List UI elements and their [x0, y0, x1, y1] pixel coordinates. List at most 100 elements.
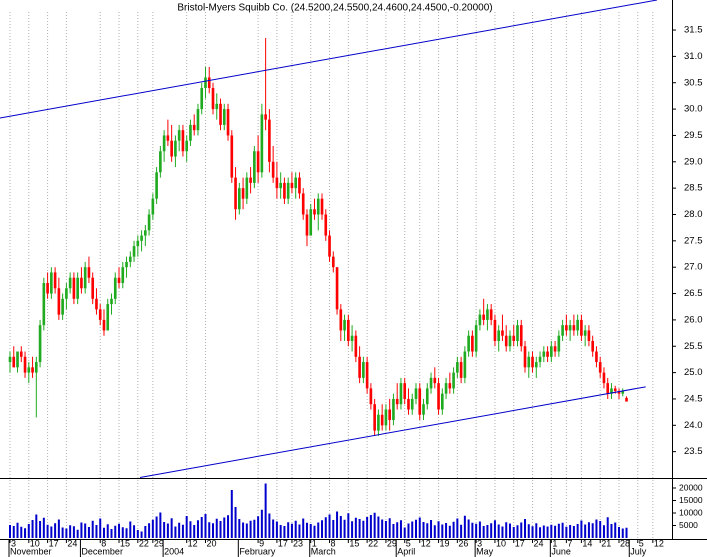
volume-bar: [242, 522, 245, 538]
volume-bar: [475, 523, 478, 538]
volume-bar: [332, 520, 335, 538]
candle-body: [65, 288, 68, 299]
volume-bar: [411, 521, 414, 538]
candle-body: [230, 135, 234, 178]
volume-bar: [178, 522, 181, 538]
volume-bar: [279, 525, 282, 538]
volume-bar: [268, 513, 271, 538]
volume-bar: [328, 514, 331, 538]
volume-bar: [448, 525, 451, 538]
candle-body: [516, 325, 519, 341]
candle-body: [256, 151, 260, 173]
candle-body: [106, 304, 110, 331]
candle-body: [576, 319, 579, 331]
candle-body: [234, 177, 237, 210]
volume-bar: [69, 525, 72, 538]
candle-body: [136, 240, 140, 247]
candle-body: [610, 388, 613, 394]
y-tick-label: 28.0: [684, 209, 703, 220]
x-tick-label: 29: [154, 538, 164, 548]
volume-bar: [35, 514, 38, 538]
candle-body: [602, 372, 606, 384]
volume-bar: [396, 522, 399, 538]
volume-bar: [467, 519, 470, 538]
volume-bar: [501, 526, 504, 538]
candle-body: [125, 261, 128, 268]
candle-body: [121, 267, 125, 284]
volume-tick-label: 10000: [679, 507, 703, 517]
candle-body: [486, 309, 489, 320]
volume-bar: [46, 524, 49, 538]
candle-body: [117, 277, 121, 284]
candle-body: [512, 335, 516, 341]
candle-body: [369, 388, 373, 405]
candle-body: [546, 351, 549, 357]
candle-body: [422, 404, 425, 415]
x-tick-label: 24: [67, 538, 77, 548]
month-label: June: [551, 546, 571, 556]
candle-body: [316, 198, 320, 215]
candle-body: [189, 124, 192, 141]
y-tick-label: 30.5: [684, 77, 703, 88]
candle-body: [264, 114, 267, 120]
candle-body: [140, 235, 143, 241]
candle-body: [27, 367, 31, 373]
volume-bar: [422, 522, 425, 538]
candle-body: [324, 214, 328, 236]
candle-body: [91, 277, 95, 299]
candle-body: [403, 383, 407, 399]
x-tick-label: 8: [101, 538, 106, 548]
volume-bar: [478, 521, 481, 538]
volume-bar: [403, 527, 406, 538]
candle-body: [625, 397, 628, 402]
candle-body: [613, 388, 617, 392]
month-label: 2004: [164, 546, 184, 556]
candle-body: [384, 409, 388, 426]
x-tick-label: 17: [515, 538, 525, 548]
candle-body: [373, 404, 376, 431]
candle-body: [57, 288, 61, 315]
candle-body: [580, 319, 583, 336]
y-tick-label: 24.0: [684, 420, 703, 431]
volume-bar: [166, 523, 169, 538]
volume-bar: [569, 525, 572, 538]
candle-body: [347, 319, 350, 341]
volume-bar: [27, 524, 30, 538]
volume-bar: [452, 521, 455, 538]
volume-bar: [606, 517, 609, 538]
volume-bar: [298, 524, 301, 538]
candle-body: [53, 272, 57, 289]
volume-bar: [384, 521, 387, 538]
x-tick-label: 8: [331, 538, 336, 548]
candle-body: [392, 398, 395, 421]
volume-bar: [554, 525, 557, 538]
volume-bar: [437, 521, 440, 538]
volume-bar: [140, 531, 143, 538]
volume-bar: [580, 520, 583, 538]
candle-body: [298, 177, 301, 194]
candle-body: [222, 109, 226, 125]
volume-bar: [399, 520, 402, 538]
candle-body: [433, 377, 437, 384]
candle-body: [493, 319, 497, 341]
volume-bar: [155, 516, 158, 538]
trend-line: [0, 0, 658, 119]
volume-bar: [264, 483, 267, 538]
candle-body: [128, 256, 132, 262]
volume-bar: [441, 524, 444, 538]
candle-body: [207, 77, 211, 89]
volume-bar: [148, 523, 151, 538]
y-tick-label: 26.5: [684, 288, 703, 299]
volume-bar: [497, 524, 500, 538]
volume-bar: [617, 527, 620, 538]
volume-bar: [505, 522, 508, 538]
volume-tick-label: 20000: [679, 482, 703, 492]
volume-bar: [200, 517, 203, 538]
candle-body: [621, 391, 625, 394]
volume-bar: [445, 523, 448, 538]
month-label: February: [239, 546, 276, 556]
volume-bar: [110, 529, 113, 538]
volume-bar: [587, 522, 590, 538]
candle-body: [83, 267, 87, 289]
